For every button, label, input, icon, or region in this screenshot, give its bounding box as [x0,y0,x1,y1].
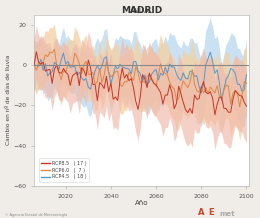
Text: ANUAL: ANUAL [129,8,153,14]
Text: A: A [198,208,204,217]
Text: E: E [208,208,214,217]
Text: met: met [220,211,235,217]
Legend: RCP8.5   ( 17 ), RCP6.0   (  7 ), RCP4.5   ( 18 ): RCP8.5 ( 17 ), RCP6.0 ( 7 ), RCP4.5 ( 18… [39,158,89,182]
Text: © Agencia Estatal de Meteorología: © Agencia Estatal de Meteorología [5,213,67,217]
Y-axis label: Cambio en nº de días de lluvia: Cambio en nº de días de lluvia [5,55,11,145]
X-axis label: Año: Año [135,200,148,206]
Title: MADRID: MADRID [121,5,162,15]
